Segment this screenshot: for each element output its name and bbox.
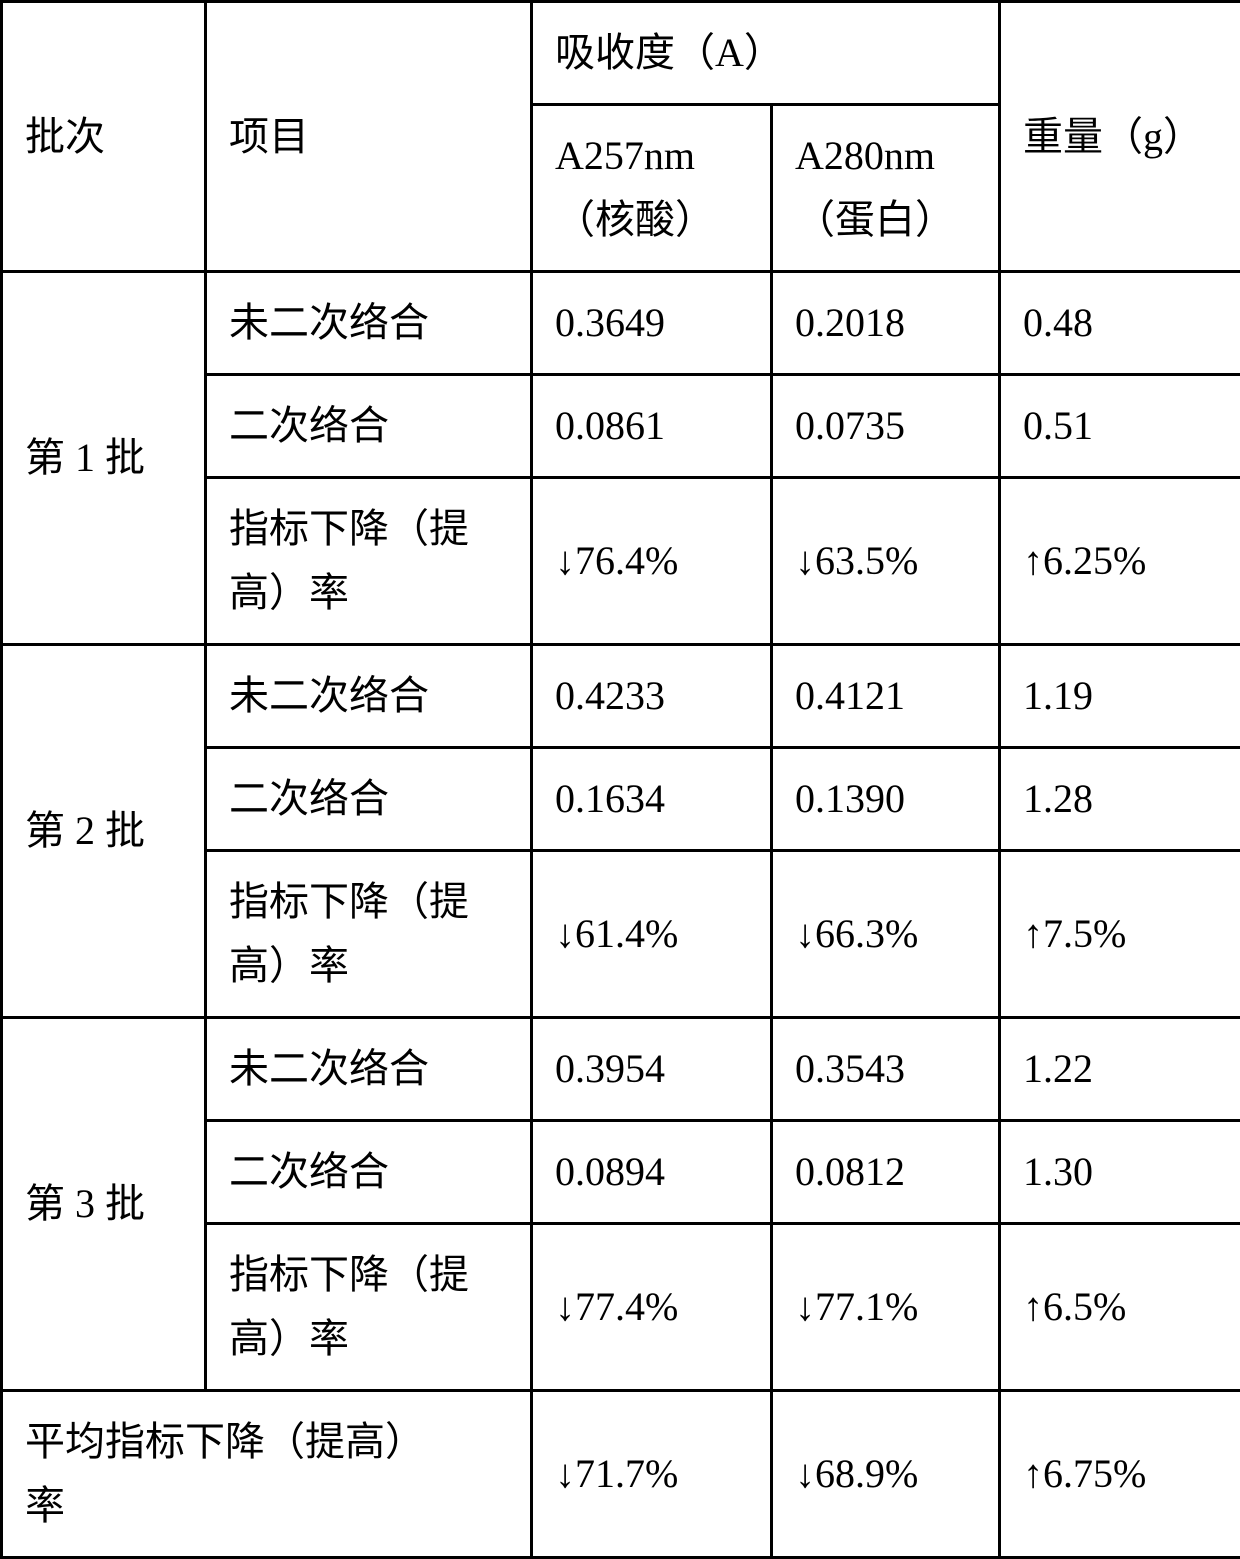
cell-value: ↓71.7% [532, 1391, 772, 1558]
table-row: 第 1 批 未二次络合 0.3649 0.2018 0.48 [2, 272, 1240, 375]
cell-value: ↑6.5% [1000, 1224, 1240, 1391]
header-absorb-group: 吸收度（A） [532, 2, 1000, 105]
row-label: 二次络合 [206, 1121, 532, 1224]
rate-l2: 高）率 [229, 570, 349, 615]
batch-name: 第 3 批 [2, 1018, 206, 1391]
cell-value: ↓63.5% [772, 478, 1000, 645]
cell-value: ↓77.4% [532, 1224, 772, 1391]
table-row: 第 3 批 未二次络合 0.3954 0.3543 1.22 [2, 1018, 1240, 1121]
cell-value: 0.0812 [772, 1121, 1000, 1224]
batch-name: 第 2 批 [2, 645, 206, 1018]
row-label-rate: 指标下降（提 高）率 [206, 1224, 532, 1391]
cell-value: ↓77.1% [772, 1224, 1000, 1391]
cell-value: ↑6.25% [1000, 478, 1240, 645]
cell-value: 1.22 [1000, 1018, 1240, 1121]
header-row-1: 批次 项目 吸收度（A） 重量（g） [2, 2, 1240, 105]
cell-value: 0.0861 [532, 375, 772, 478]
cell-value: 0.48 [1000, 272, 1240, 375]
header-a257: A257nm （核酸） [532, 105, 772, 272]
header-a280-l1: A280nm [795, 133, 935, 178]
cell-value: ↓66.3% [772, 851, 1000, 1018]
data-table: 批次 项目 吸收度（A） 重量（g） A257nm （核酸） A280nm （蛋… [0, 0, 1240, 1559]
header-batch: 批次 [2, 2, 206, 272]
avg-l1: 平均指标下降（提高） [25, 1419, 425, 1464]
header-a280: A280nm （蛋白） [772, 105, 1000, 272]
table-row: 第 2 批 未二次络合 0.4233 0.4121 1.19 [2, 645, 1240, 748]
header-a257-l2: （核酸） [555, 197, 715, 242]
batch-name: 第 1 批 [2, 272, 206, 645]
cell-value: 0.3649 [532, 272, 772, 375]
cell-value: 0.4233 [532, 645, 772, 748]
avg-label: 平均指标下降（提高） 率 [2, 1391, 532, 1558]
rate-l1: 指标下降（提 [229, 1252, 469, 1297]
header-a257-l1: A257nm [555, 133, 695, 178]
row-label-rate: 指标下降（提 高）率 [206, 851, 532, 1018]
cell-value: 0.2018 [772, 272, 1000, 375]
row-label: 未二次络合 [206, 1018, 532, 1121]
cell-value: ↑6.75% [1000, 1391, 1240, 1558]
avg-l2: 率 [25, 1483, 65, 1528]
rate-l2: 高）率 [229, 943, 349, 988]
cell-value: 0.3954 [532, 1018, 772, 1121]
cell-value: 0.4121 [772, 645, 1000, 748]
rate-l1: 指标下降（提 [229, 506, 469, 551]
cell-value: 0.1390 [772, 748, 1000, 851]
cell-value: ↓68.9% [772, 1391, 1000, 1558]
cell-value: 0.51 [1000, 375, 1240, 478]
row-label: 二次络合 [206, 748, 532, 851]
cell-value: ↓61.4% [532, 851, 772, 1018]
header-weight: 重量（g） [1000, 2, 1240, 272]
cell-value: 0.3543 [772, 1018, 1000, 1121]
cell-value: 1.30 [1000, 1121, 1240, 1224]
cell-value: 1.19 [1000, 645, 1240, 748]
row-label: 二次络合 [206, 375, 532, 478]
cell-value: 0.0894 [532, 1121, 772, 1224]
cell-value: ↑7.5% [1000, 851, 1240, 1018]
header-a280-l2: （蛋白） [795, 197, 955, 242]
row-label-rate: 指标下降（提 高）率 [206, 478, 532, 645]
rate-l2: 高）率 [229, 1316, 349, 1361]
row-label: 未二次络合 [206, 645, 532, 748]
avg-row: 平均指标下降（提高） 率 ↓71.7% ↓68.9% ↑6.75% [2, 1391, 1240, 1558]
cell-value: 0.1634 [532, 748, 772, 851]
row-label: 未二次络合 [206, 272, 532, 375]
cell-value: 0.0735 [772, 375, 1000, 478]
cell-value: ↓76.4% [532, 478, 772, 645]
rate-l1: 指标下降（提 [229, 879, 469, 924]
header-item: 项目 [206, 2, 532, 272]
cell-value: 1.28 [1000, 748, 1240, 851]
